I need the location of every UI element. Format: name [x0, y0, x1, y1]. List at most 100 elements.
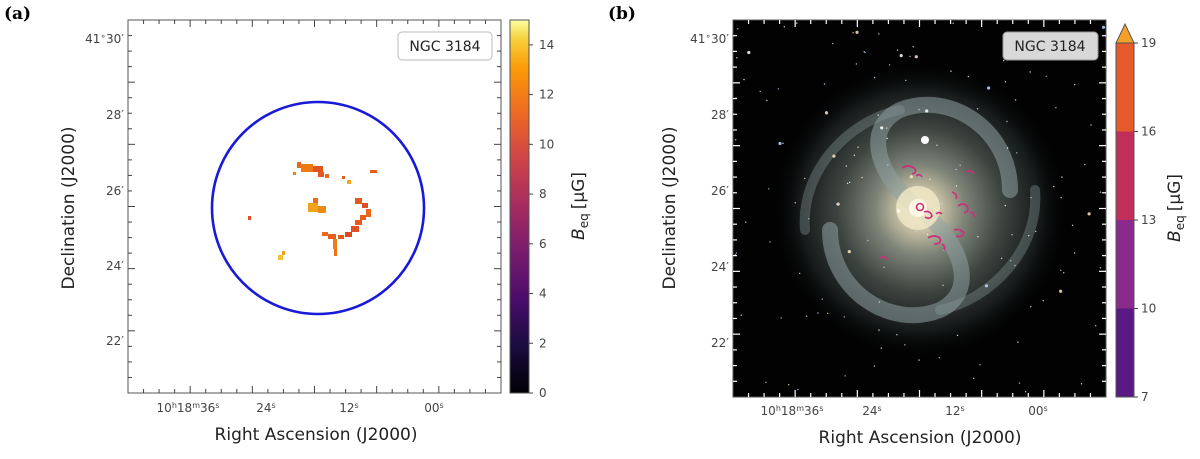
star: [759, 90, 761, 93]
star: [823, 83, 826, 85]
star: [765, 381, 767, 383]
field-pixel: [351, 226, 359, 232]
star: [853, 154, 856, 156]
y-tick-label: 24′: [106, 259, 124, 273]
star: [1061, 176, 1063, 178]
star: [1060, 196, 1062, 199]
panel-b-ticks: [733, 20, 1106, 397]
y-tick-label: 41∘30′: [690, 32, 729, 46]
field-pixel: [318, 172, 324, 177]
star: [1053, 185, 1055, 188]
star: [817, 312, 819, 314]
star: [1016, 152, 1018, 154]
star: [1011, 234, 1013, 236]
colorbar-tick-label: 8: [539, 187, 547, 201]
star: [1101, 25, 1106, 29]
star: [796, 22, 798, 24]
star: [909, 55, 911, 58]
field-pixel: [333, 239, 337, 249]
star: [926, 233, 929, 236]
star: [896, 49, 899, 51]
x-tick-label: 10h18m36s: [157, 401, 220, 415]
star: [967, 75, 970, 78]
colorbar-b: [1115, 42, 1135, 398]
star: [1063, 272, 1065, 274]
star: [1055, 107, 1057, 109]
colorbar-tick-label: 6: [539, 237, 547, 251]
star: [832, 154, 836, 158]
star: [1099, 267, 1102, 269]
star: [909, 175, 914, 179]
star: [1018, 382, 1021, 384]
field-pixel: [366, 209, 371, 217]
star: [794, 202, 796, 204]
star: [736, 57, 738, 59]
star: [769, 241, 771, 243]
star: [1004, 81, 1007, 83]
star: [747, 50, 751, 55]
star: [848, 181, 851, 184]
contour: [915, 173, 923, 178]
y-tick-label: 22′: [106, 334, 124, 348]
annotation-box: [1002, 31, 1099, 61]
star: [899, 54, 903, 58]
star: [938, 357, 940, 359]
star: [1000, 257, 1003, 259]
panel-b: NGC 3184 41∘30′ 28′ 26′ 24′ 22′ 10h18m36…: [660, 19, 1187, 448]
star: [867, 239, 869, 242]
x-tick-label: 24s: [862, 404, 881, 418]
star: [737, 28, 739, 30]
x-axis-label: Right Ascension (J2000): [819, 428, 1022, 448]
star: [1014, 99, 1017, 101]
x-tick-label: 24s: [256, 401, 275, 415]
star: [977, 236, 979, 238]
star: [1029, 71, 1031, 73]
field-pixel: [278, 255, 283, 260]
field-pixel: [338, 235, 344, 239]
star: [821, 298, 823, 300]
star: [864, 51, 866, 54]
star: [936, 144, 938, 146]
colorbar-tick-label: 19: [1141, 36, 1156, 50]
star: [1073, 252, 1076, 254]
star: [885, 127, 888, 129]
star: [918, 109, 920, 111]
field-contours: [879, 165, 976, 261]
star: [766, 99, 768, 102]
y-axis-label: Declination (J2000): [660, 126, 680, 289]
star: [836, 202, 840, 206]
star: [783, 26, 785, 28]
contour: [953, 228, 965, 238]
colorbar-tick-label: 14: [539, 38, 554, 52]
contour: [951, 191, 958, 200]
y-tick-label: 26′: [711, 184, 729, 198]
star: [929, 178, 931, 180]
colorbar-tick-label: 13: [1141, 213, 1156, 227]
field-pixel: [334, 249, 337, 256]
annotation-label: NGC 3184: [409, 39, 480, 55]
field-pixel: [282, 251, 285, 255]
star: [887, 164, 889, 166]
star: [1003, 59, 1005, 62]
field-pixel: [325, 174, 329, 178]
field-pixel: [297, 162, 301, 168]
star: [1024, 391, 1027, 393]
colorbar-a-label: Beq[μG]: [569, 172, 591, 240]
star: [950, 70, 952, 72]
star: [952, 22, 954, 24]
y-tick-label: 28′: [106, 108, 124, 122]
star: [852, 32, 854, 34]
star: [883, 266, 885, 268]
star: [861, 176, 863, 179]
star: [959, 164, 961, 166]
panel-b-label: (b): [608, 4, 636, 24]
star: [1080, 383, 1083, 385]
colorbar-tick-label: 12: [539, 88, 554, 102]
field-pixel: [248, 216, 251, 220]
star: [1004, 204, 1006, 207]
star: [808, 218, 810, 220]
star: [768, 188, 770, 190]
field-stars: [734, 22, 1106, 393]
star: [863, 51, 865, 53]
star: [941, 203, 943, 205]
